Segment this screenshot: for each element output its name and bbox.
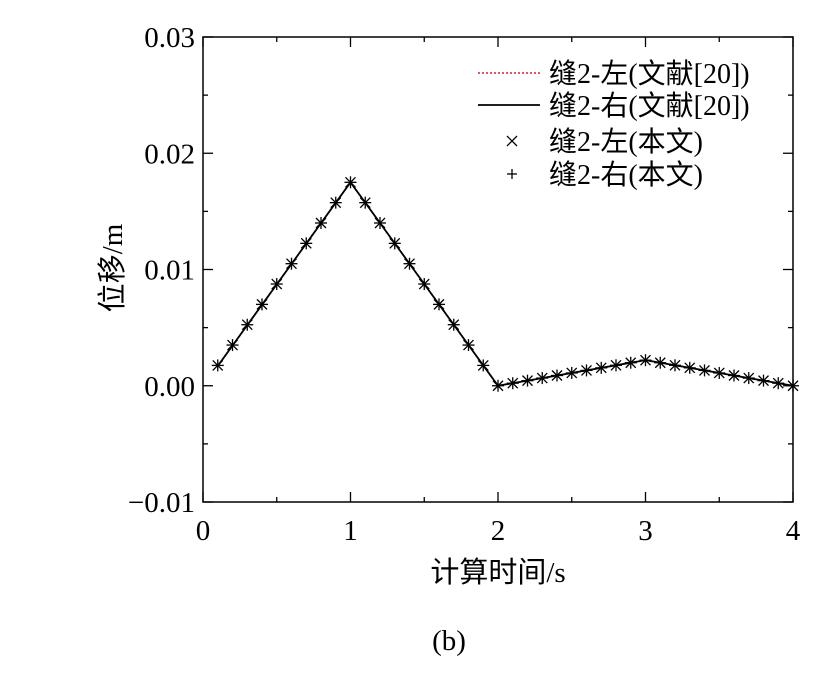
series-layer [211, 176, 799, 392]
legend-entry-label: 缝2-右(本文) [549, 159, 703, 191]
x-axis-label: 计算时间/s [430, 556, 565, 589]
legend-entry-label: 缝2-右(文献[20]) [549, 90, 750, 122]
series-line [217, 180, 794, 387]
figure-label: (b) [432, 625, 466, 657]
series-2 [217, 180, 794, 387]
x-tick-label: 2 [491, 515, 506, 547]
x-tick-label: 4 [786, 515, 801, 547]
legend-entry-label: 缝2-左(本文) [549, 126, 703, 158]
y-tick-label: 0.01 [144, 255, 195, 287]
series-line [217, 180, 794, 387]
y-tick-label: 0.00 [144, 371, 195, 403]
y-tick-label: 0.03 [144, 22, 195, 54]
y-tick-label: 0.02 [144, 138, 195, 170]
x-tick-label: 3 [638, 515, 653, 547]
y-tick-label: −0.01 [128, 487, 195, 519]
legend-entry-label: 缝2-左(文献[20]) [549, 58, 750, 90]
x-tick-label: 0 [196, 515, 211, 547]
series-1 [217, 180, 794, 387]
legend-sample [506, 135, 518, 147]
axis-ticks: 0 1 2 3 4 −0.01 0.00 0.01 0.02 0.03 [128, 22, 801, 547]
y-axis-label: 位移/m [96, 223, 129, 312]
legend: 缝2-左(文献[20])缝2-右(文献[20]) 缝2-左(本文)缝2-右(本文) [478, 58, 750, 191]
x-tick-label: 1 [343, 515, 358, 547]
series-3 [212, 176, 799, 392]
series-4 [211, 176, 799, 392]
